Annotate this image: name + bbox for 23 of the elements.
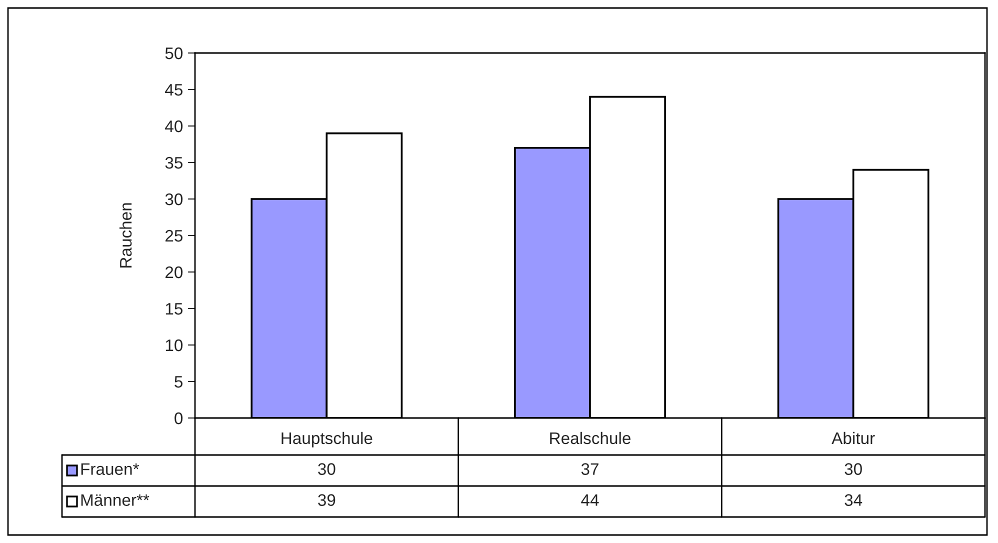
y-tick-label: 0	[174, 412, 183, 424]
data-label: 34	[844, 494, 862, 506]
legend-label: Frauen*	[81, 463, 140, 475]
y-tick-label: 30	[165, 193, 183, 206]
y-tick-label: 15	[166, 303, 182, 315]
y-tick-label: 35	[165, 156, 182, 169]
data-label: 39	[318, 494, 336, 506]
data-label: 30	[844, 463, 862, 475]
y-tick-label: 20	[165, 266, 183, 278]
y-tick-label: 10	[166, 339, 183, 352]
y-tick-label: 25	[165, 230, 182, 242]
data-label: 37	[581, 463, 598, 475]
y-axis-title: Rauchen	[119, 203, 132, 268]
y-tick-label: 45	[165, 84, 182, 96]
legend-label: Männer**	[81, 494, 150, 506]
data-label: 30	[318, 463, 336, 475]
y-tick-label: 5	[174, 376, 182, 388]
x-tick-label: Hauptschule	[282, 432, 372, 448]
data-label: 44	[581, 494, 599, 506]
x-tick-label: Realschule	[550, 432, 630, 444]
x-tick-label: Abitur	[832, 432, 875, 444]
y-tick-label: 50	[165, 47, 183, 60]
y-tick-label: 40	[165, 120, 183, 132]
